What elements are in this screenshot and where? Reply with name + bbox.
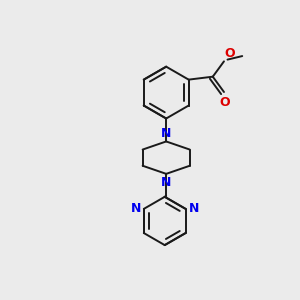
Text: N: N [189, 202, 199, 215]
Text: O: O [225, 47, 236, 60]
Text: O: O [220, 95, 230, 109]
Text: N: N [161, 176, 171, 189]
Text: N: N [161, 127, 171, 140]
Text: N: N [130, 202, 141, 215]
